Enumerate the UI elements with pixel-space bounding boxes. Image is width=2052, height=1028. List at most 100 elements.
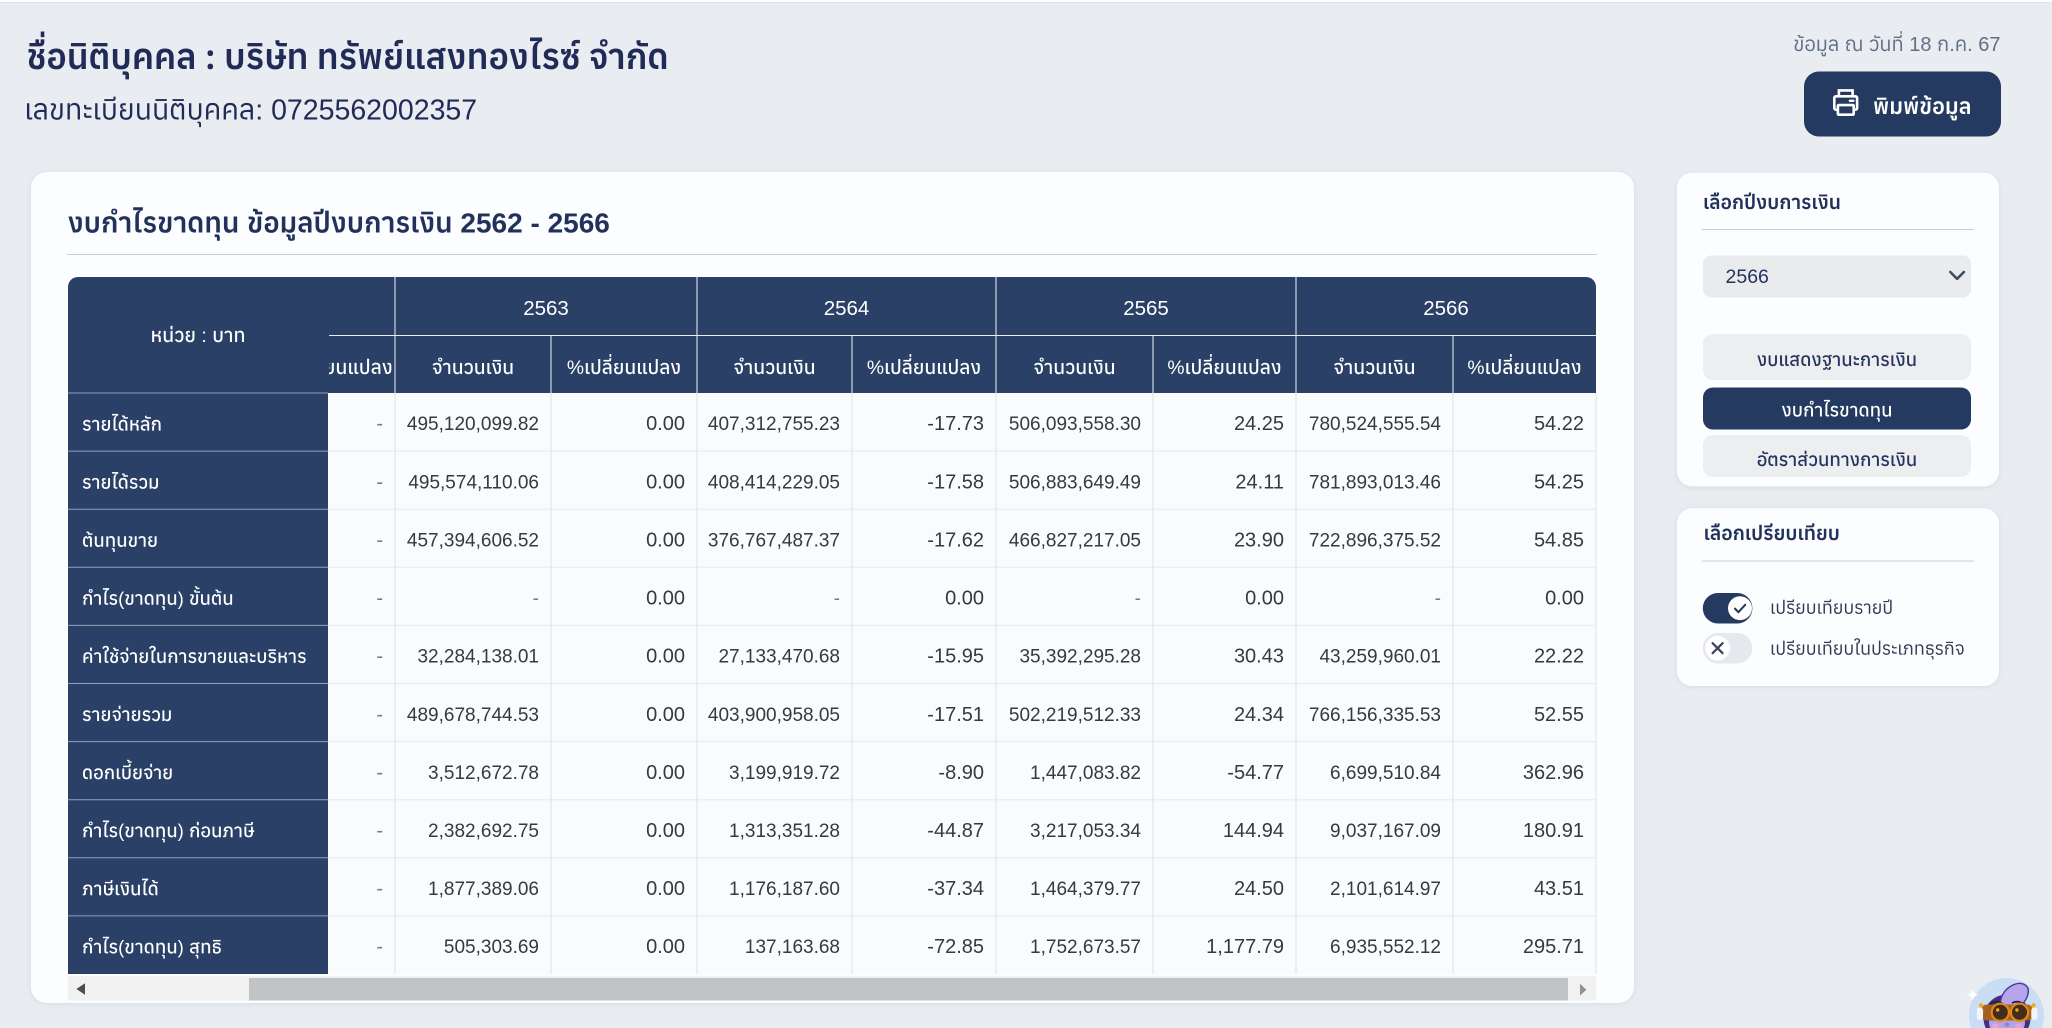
svg-text:0.00: 0.00 <box>646 936 685 958</box>
svg-text:1,176,187.60: 1,176,187.60 <box>729 879 840 900</box>
svg-text:2566: 2566 <box>1423 297 1469 320</box>
svg-text:362.96: 362.96 <box>1523 762 1584 784</box>
svg-text:506,883,649.49: 506,883,649.49 <box>1009 472 1141 493</box>
svg-text:54.85: 54.85 <box>1534 530 1584 552</box>
svg-text:0.00: 0.00 <box>646 820 685 842</box>
svg-text:1,313,351.28: 1,313,351.28 <box>729 821 840 842</box>
svg-text:781,893,013.46: 781,893,013.46 <box>1309 472 1441 493</box>
svg-text:0.00: 0.00 <box>1545 588 1584 610</box>
svg-text:%: % <box>1467 358 1484 379</box>
svg-text:9,037,167.09: 9,037,167.09 <box>1330 821 1441 842</box>
svg-text:54.22: 54.22 <box>1534 413 1584 435</box>
svg-text:408,414,229.05: 408,414,229.05 <box>708 472 840 493</box>
svg-text:0.00: 0.00 <box>646 878 685 900</box>
svg-text:0.00: 0.00 <box>646 413 685 435</box>
svg-text:): ) <box>178 588 189 609</box>
svg-text:495,120,099.82: 495,120,099.82 <box>407 414 539 435</box>
svg-text:-17.58: -17.58 <box>927 471 984 493</box>
svg-text:. 67: . 67 <box>1967 34 2000 56</box>
svg-text:1,177.79: 1,177.79 <box>1206 936 1284 958</box>
svg-text:52.55: 52.55 <box>1534 704 1584 726</box>
svg-text:495,574,110.06: 495,574,110.06 <box>408 472 539 493</box>
svg-text:0.00: 0.00 <box>1245 588 1284 610</box>
svg-text:489,678,744.53: 489,678,744.53 <box>407 705 539 726</box>
svg-text:-: - <box>376 471 383 493</box>
svg-text:0.00: 0.00 <box>646 530 685 552</box>
svg-text:2,101,614.97: 2,101,614.97 <box>1330 879 1441 900</box>
svg-text:27,133,470.68: 27,133,470.68 <box>718 647 840 668</box>
svg-text:43.51: 43.51 <box>1534 878 1584 900</box>
svg-text:-17.62: -17.62 <box>927 530 984 552</box>
svg-text:780,524,555.54: 780,524,555.54 <box>1309 414 1442 435</box>
svg-text:(: ( <box>118 936 125 957</box>
svg-text:-: - <box>376 878 383 900</box>
svg-text:1,877,389.06: 1,877,389.06 <box>428 879 539 900</box>
svg-text:457,394,606.52: 457,394,606.52 <box>407 531 539 552</box>
svg-text:0.00: 0.00 <box>945 588 984 610</box>
svg-text:24.34: 24.34 <box>1234 704 1284 726</box>
svg-text:2563: 2563 <box>523 297 569 320</box>
svg-text:2562 - 2566: 2562 - 2566 <box>453 208 610 239</box>
svg-text:-: - <box>376 704 383 726</box>
svg-text:24.25: 24.25 <box>1234 413 1284 435</box>
svg-text:54.25: 54.25 <box>1534 471 1584 493</box>
svg-text:23.90: 23.90 <box>1234 530 1284 552</box>
svg-text:-15.95: -15.95 <box>927 646 984 668</box>
svg-text:30.43: 30.43 <box>1234 646 1284 668</box>
svg-text:-: - <box>376 588 383 610</box>
svg-text:): ) <box>178 936 189 957</box>
svg-text:3,512,672.78: 3,512,672.78 <box>428 763 539 784</box>
svg-text:-37.34: -37.34 <box>927 878 984 900</box>
svg-text:1,464,379.77: 1,464,379.77 <box>1030 879 1141 900</box>
svg-text:502,219,512.33: 502,219,512.33 <box>1009 705 1141 726</box>
svg-text:766,156,335.53: 766,156,335.53 <box>1309 705 1441 726</box>
svg-text:-54.77: -54.77 <box>1227 762 1284 784</box>
svg-text:-: - <box>376 530 383 552</box>
svg-text:-: - <box>376 820 383 842</box>
svg-text:-: - <box>533 589 539 610</box>
svg-text:-: - <box>376 762 383 784</box>
svg-text:2,382,692.75: 2,382,692.75 <box>428 821 539 842</box>
svg-text:295.71: 295.71 <box>1523 936 1584 958</box>
svg-text:-17.73: -17.73 <box>927 413 984 435</box>
svg-text:-17.51: -17.51 <box>927 704 984 726</box>
svg-text:22.22: 22.22 <box>1534 646 1584 668</box>
svg-text:(: ( <box>118 588 125 609</box>
svg-text:-: - <box>376 936 383 958</box>
svg-text:3,217,053.34: 3,217,053.34 <box>1030 821 1141 842</box>
svg-text:-: - <box>376 646 383 668</box>
svg-text:407,312,755.23: 407,312,755.23 <box>708 414 840 435</box>
svg-text:-72.85: -72.85 <box>927 936 984 958</box>
svg-text::: : <box>196 325 212 347</box>
svg-text:43,259,960.01: 43,259,960.01 <box>1319 647 1441 668</box>
svg-text:(: ( <box>118 820 125 841</box>
svg-text:): ) <box>178 820 189 841</box>
svg-text:466,827,217.05: 466,827,217.05 <box>1009 531 1141 552</box>
svg-text:137,163.68: 137,163.68 <box>745 937 840 958</box>
svg-text:35,392,295.28: 35,392,295.28 <box>1019 647 1141 668</box>
svg-text:6,699,510.84: 6,699,510.84 <box>1330 763 1441 784</box>
svg-text:-: - <box>376 413 383 435</box>
svg-text:: 0725562002357: : 0725562002357 <box>255 95 477 127</box>
svg-text:2566: 2566 <box>1726 266 1769 288</box>
svg-text:-: - <box>834 589 840 610</box>
svg-text:24.11: 24.11 <box>1235 471 1284 493</box>
svg-text:18: 18 <box>1904 34 1937 56</box>
svg-text:0.00: 0.00 <box>646 588 685 610</box>
svg-text:1,752,673.57: 1,752,673.57 <box>1030 937 1141 958</box>
svg-text:24.50: 24.50 <box>1234 878 1284 900</box>
svg-text:3,199,919.72: 3,199,919.72 <box>729 763 840 784</box>
svg-text:144.94: 144.94 <box>1223 820 1284 842</box>
svg-text:%: % <box>567 358 584 379</box>
svg-text:-: - <box>1435 589 1441 610</box>
svg-text:403,900,958.05: 403,900,958.05 <box>708 705 840 726</box>
svg-text:%: % <box>867 358 884 379</box>
svg-text:32,284,138.01: 32,284,138.01 <box>417 647 539 668</box>
svg-text:.: . <box>1949 34 1955 56</box>
svg-text:506,093,558.30: 506,093,558.30 <box>1009 414 1141 435</box>
svg-text:376,767,487.37: 376,767,487.37 <box>708 531 840 552</box>
svg-text:-8.90: -8.90 <box>938 762 984 784</box>
svg-text:%: % <box>1167 358 1184 379</box>
svg-text:0.00: 0.00 <box>646 762 685 784</box>
svg-text:6,935,552.12: 6,935,552.12 <box>1330 937 1441 958</box>
